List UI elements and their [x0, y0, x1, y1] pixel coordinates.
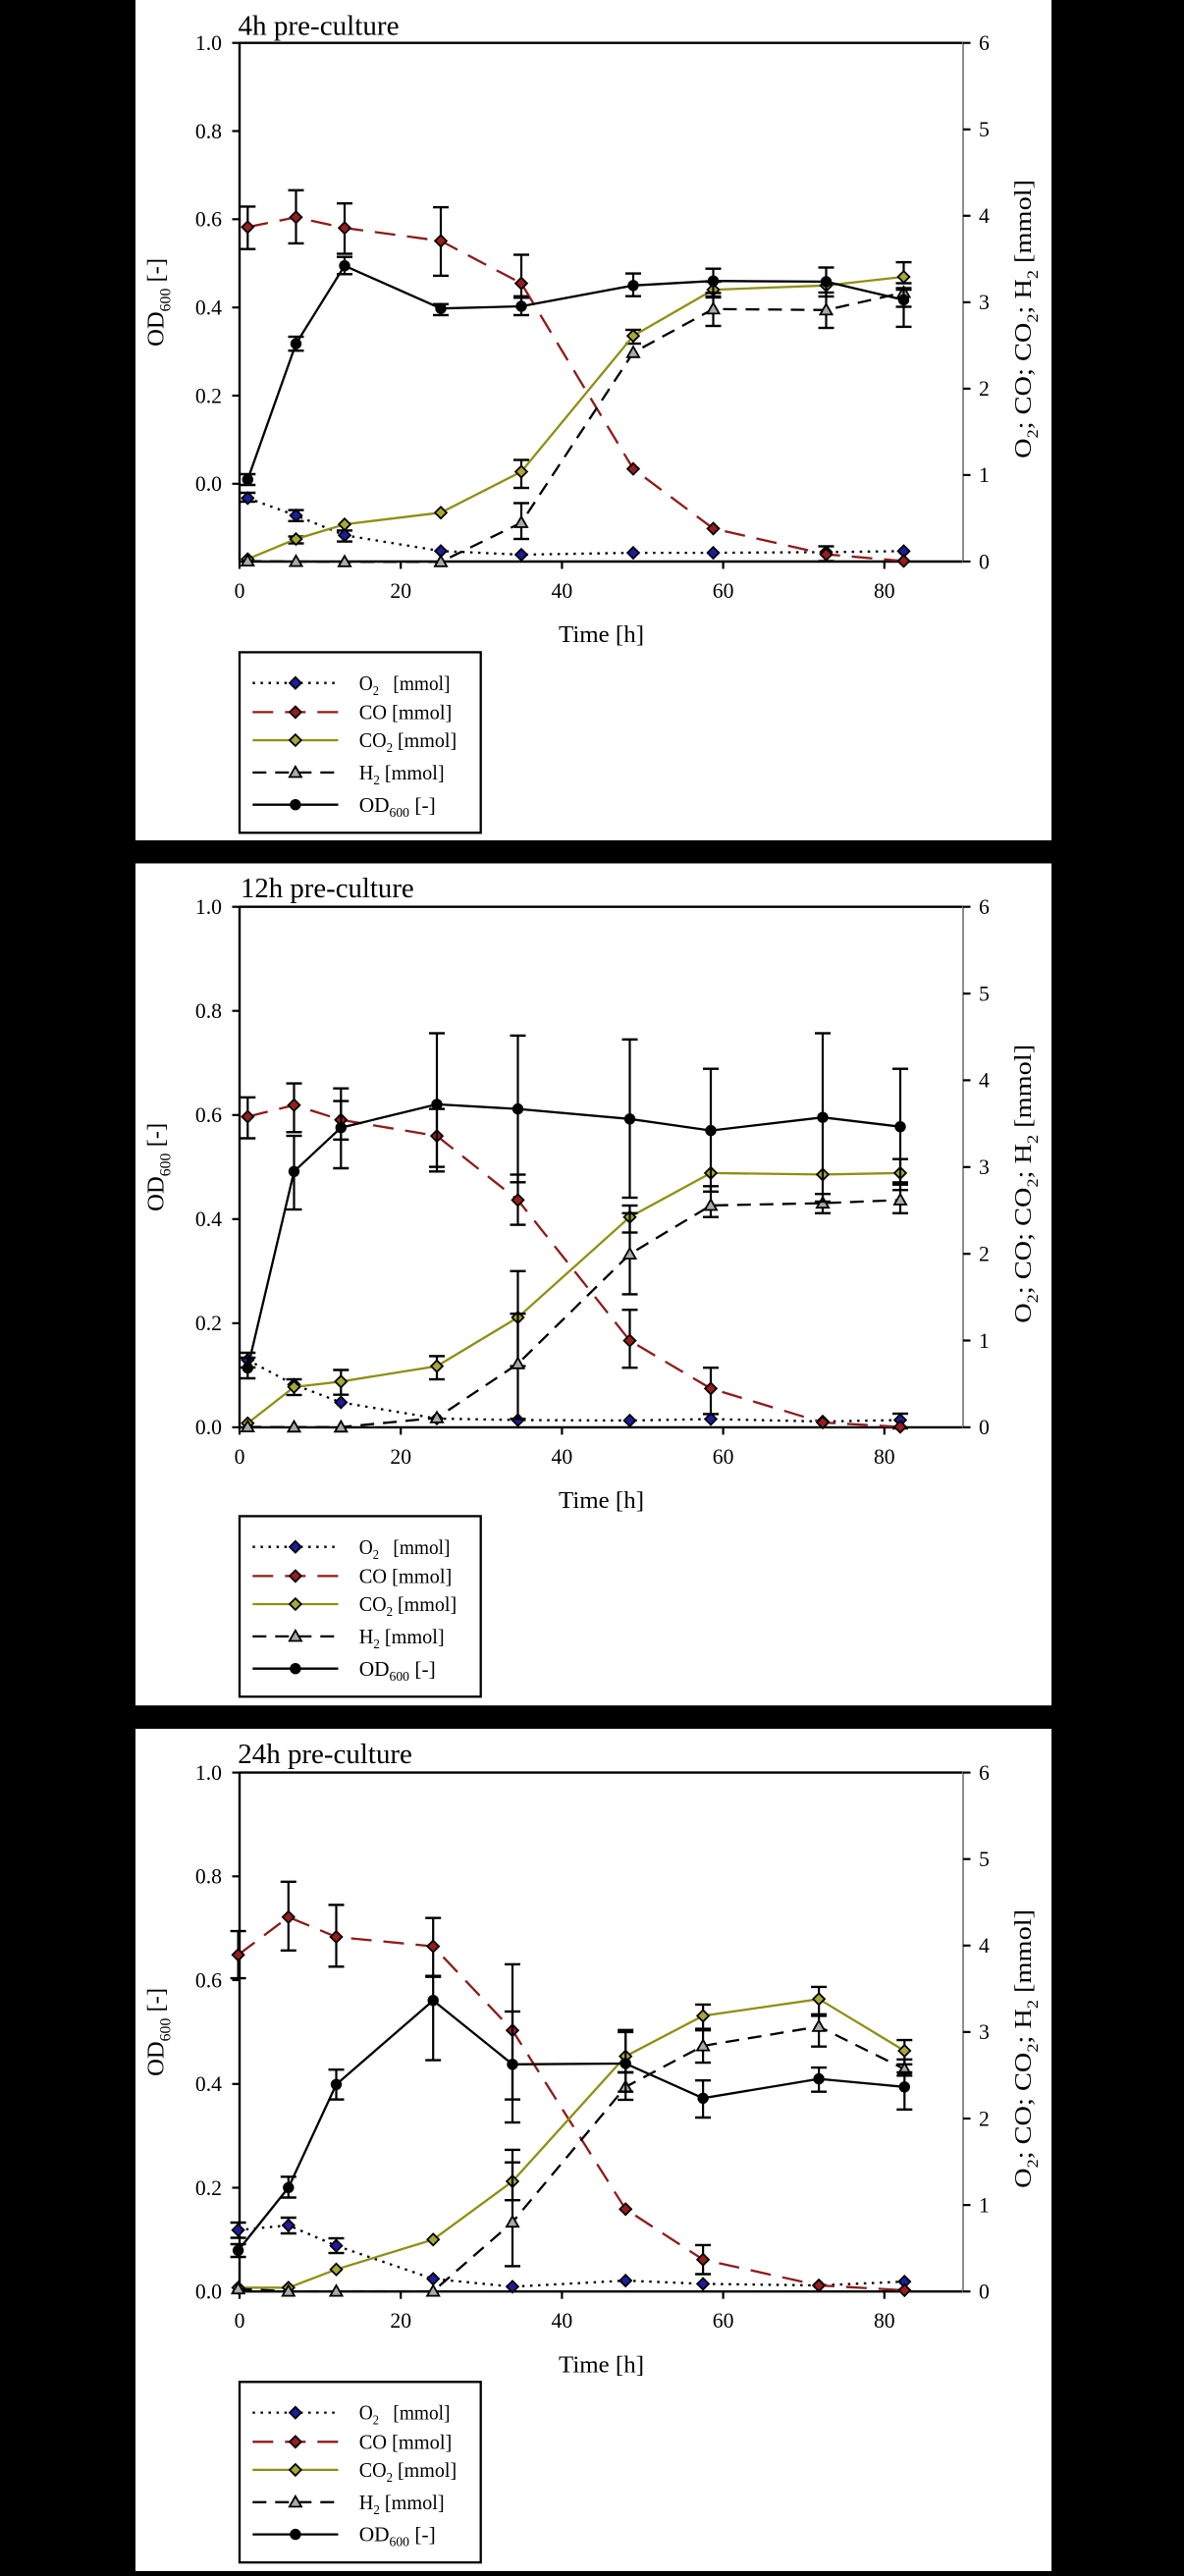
- svg-text:24h pre-culture: 24h pre-culture: [238, 1739, 412, 1770]
- svg-text:4: 4: [979, 1934, 990, 1958]
- svg-text:60: 60: [713, 2309, 734, 2333]
- svg-text:CO2 [mmol]: CO2 [mmol]: [359, 1592, 457, 1619]
- svg-text:0.6: 0.6: [195, 1103, 222, 1127]
- svg-text:0: 0: [235, 2309, 245, 2333]
- svg-text:H2 [mmol]: H2 [mmol]: [359, 2491, 445, 2517]
- svg-text:H2 [mmol]: H2 [mmol]: [359, 761, 445, 787]
- svg-text:0.6: 0.6: [195, 1968, 222, 1992]
- svg-text:40: 40: [552, 2309, 573, 2333]
- svg-text:0: 0: [979, 1416, 990, 1439]
- svg-text:CO [mmol]: CO [mmol]: [359, 701, 453, 724]
- svg-text:40: 40: [552, 1445, 573, 1469]
- svg-text:0.2: 0.2: [195, 2176, 222, 2200]
- svg-text:0: 0: [979, 550, 990, 573]
- svg-text:5: 5: [979, 118, 990, 141]
- svg-text:1: 1: [979, 463, 990, 487]
- svg-text:O2 [mmol]: O2 [mmol]: [359, 2401, 451, 2428]
- svg-text:0.6: 0.6: [195, 208, 222, 232]
- svg-text:3: 3: [979, 2020, 990, 2044]
- svg-text:0.2: 0.2: [195, 1312, 222, 1335]
- svg-text:4: 4: [979, 1069, 990, 1093]
- svg-text:0: 0: [979, 2281, 990, 2304]
- svg-text:0.0: 0.0: [195, 1416, 222, 1439]
- svg-text:80: 80: [874, 2309, 895, 2333]
- svg-text:Time [h]: Time [h]: [559, 1487, 644, 1514]
- svg-text:20: 20: [390, 579, 411, 603]
- svg-text:4: 4: [979, 204, 990, 228]
- svg-text:CO [mmol]: CO [mmol]: [359, 2430, 453, 2453]
- svg-text:60: 60: [713, 1445, 734, 1469]
- svg-text:12h pre-culture: 12h pre-culture: [241, 873, 414, 904]
- svg-text:5: 5: [979, 1848, 990, 1871]
- svg-text:0: 0: [235, 579, 245, 603]
- svg-text:1.0: 1.0: [195, 1761, 222, 1785]
- svg-text:0.8: 0.8: [195, 999, 222, 1023]
- svg-text:CO [mmol]: CO [mmol]: [359, 1565, 453, 1588]
- svg-text:1: 1: [979, 1329, 990, 1353]
- svg-text:60: 60: [713, 579, 734, 603]
- svg-text:H2 [mmol]: H2 [mmol]: [359, 1625, 445, 1651]
- svg-text:1: 1: [979, 2193, 990, 2217]
- svg-text:0.2: 0.2: [195, 384, 222, 407]
- svg-text:1.0: 1.0: [195, 31, 222, 55]
- svg-text:5: 5: [979, 982, 990, 1005]
- svg-text:CO2 [mmol]: CO2 [mmol]: [359, 728, 457, 755]
- svg-text:2: 2: [979, 377, 990, 401]
- svg-text:0.4: 0.4: [195, 1208, 222, 1231]
- svg-text:3: 3: [979, 1155, 990, 1179]
- svg-text:0.0: 0.0: [195, 2281, 222, 2304]
- svg-text:80: 80: [874, 579, 895, 603]
- svg-text:0.0: 0.0: [195, 472, 222, 496]
- svg-text:0: 0: [235, 1445, 245, 1469]
- svg-text:80: 80: [874, 1445, 895, 1469]
- svg-text:0.4: 0.4: [195, 2072, 222, 2096]
- svg-text:6: 6: [979, 1761, 990, 1785]
- svg-text:2: 2: [979, 2107, 990, 2130]
- svg-text:40: 40: [552, 579, 573, 603]
- svg-text:0.8: 0.8: [195, 1865, 222, 1889]
- svg-text:6: 6: [979, 895, 990, 919]
- svg-text:6: 6: [979, 31, 990, 55]
- svg-text:0.8: 0.8: [195, 120, 222, 143]
- svg-text:20: 20: [390, 1445, 411, 1469]
- svg-text:1.0: 1.0: [195, 895, 222, 919]
- svg-text:O2 [mmol]: O2 [mmol]: [359, 671, 451, 698]
- svg-text:2: 2: [979, 1243, 990, 1266]
- svg-text:0.4: 0.4: [195, 296, 222, 320]
- svg-text:CO2 [mmol]: CO2 [mmol]: [359, 2458, 457, 2485]
- svg-text:3: 3: [979, 291, 990, 314]
- svg-text:Time [h]: Time [h]: [559, 2351, 644, 2378]
- svg-text:Time [h]: Time [h]: [559, 621, 644, 648]
- svg-text:20: 20: [390, 2309, 411, 2333]
- svg-text:4h pre-culture: 4h pre-culture: [239, 11, 400, 42]
- svg-text:O2 [mmol]: O2 [mmol]: [359, 1535, 451, 1562]
